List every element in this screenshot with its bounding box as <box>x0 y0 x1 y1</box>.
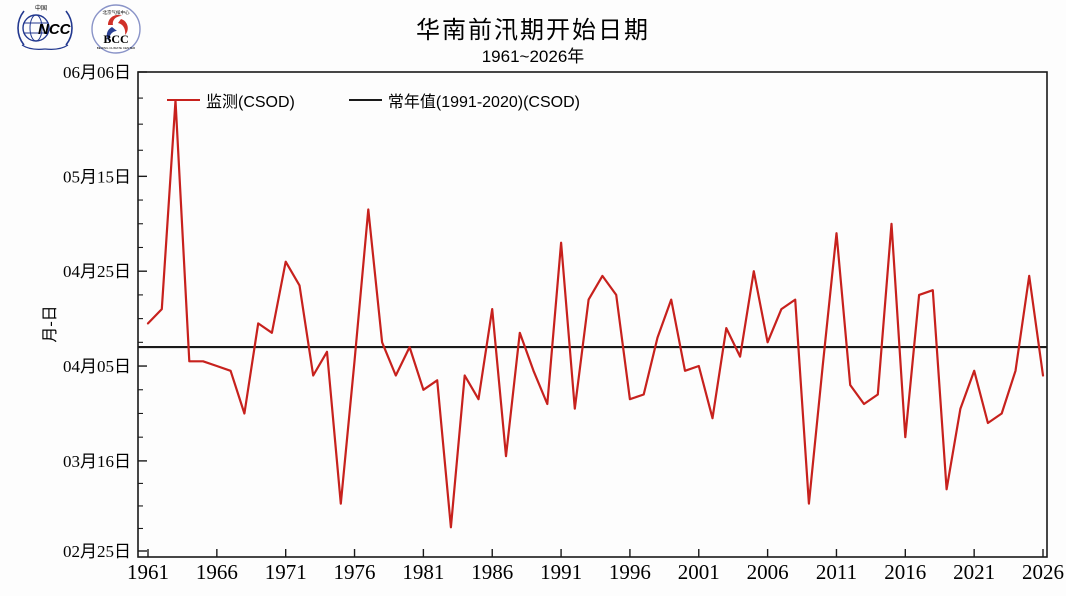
legend: 监测(CSOD) 常年值(1991-2020)(CSOD) <box>167 88 580 112</box>
x-tick-label: 2026 <box>1022 560 1064 584</box>
x-tick-label: 2021 <box>953 560 995 584</box>
y-tick-label: 03月16日 <box>63 452 131 471</box>
bcc-logo: 北京气候中心 BCC BEIJING CLIMATE CENTER <box>91 4 141 54</box>
bcc-arc-top-text: 北京气候中心 <box>103 9 130 16</box>
x-tick-label: 1966 <box>196 560 238 584</box>
x-tick-label: 2016 <box>884 560 926 584</box>
x-tick-label: 1976 <box>334 560 376 584</box>
x-tick-label: 1991 <box>540 560 582 584</box>
plot-border <box>137 71 1048 558</box>
legend-label-normal: 常年值(1991-2020)(CSOD) <box>387 94 580 111</box>
x-tick-label: 1996 <box>609 560 651 584</box>
y-tick-label: 05月15日 <box>63 167 131 186</box>
chart-subtitle: 1961~2026年 <box>481 47 585 66</box>
legend-line-monitoring <box>167 99 200 101</box>
chart-title: 华南前汛期开始日期 <box>416 17 650 44</box>
legend-line-normal <box>348 99 382 101</box>
y-axis-title: 月-日 <box>42 305 59 343</box>
bcc-text: BCC <box>103 32 128 46</box>
y-tick-label: 04月05日 <box>63 357 131 376</box>
y-tick-label: 04月25日 <box>63 262 131 281</box>
ncc-text: NCC <box>38 21 72 38</box>
ncc-logo: 中国 NCC <box>17 4 73 50</box>
y-tick-label: 06月06日 <box>63 63 131 82</box>
y-tick-label: 02月25日 <box>63 542 131 561</box>
legend-label-monitoring: 监测(CSOD) <box>206 94 295 111</box>
x-tick-label: 1986 <box>471 560 513 584</box>
monitoring-line <box>146 99 1045 529</box>
x-tick-label: 2001 <box>678 560 720 584</box>
ncc-top-text: 中国 <box>35 4 47 12</box>
logo-group: 中国 NCC 北京气候中心 BCC BEIJING CLIMATE CENTER <box>14 3 144 55</box>
bcc-arc-bottom-text: BEIJING CLIMATE CENTER <box>97 46 136 50</box>
x-tick-label: 2006 <box>747 560 789 584</box>
x-tick-label: 2011 <box>816 560 857 584</box>
x-tick-label: 1961 <box>127 560 169 584</box>
x-tick-label: 1981 <box>402 560 444 584</box>
x-tick-label: 1971 <box>265 560 307 584</box>
